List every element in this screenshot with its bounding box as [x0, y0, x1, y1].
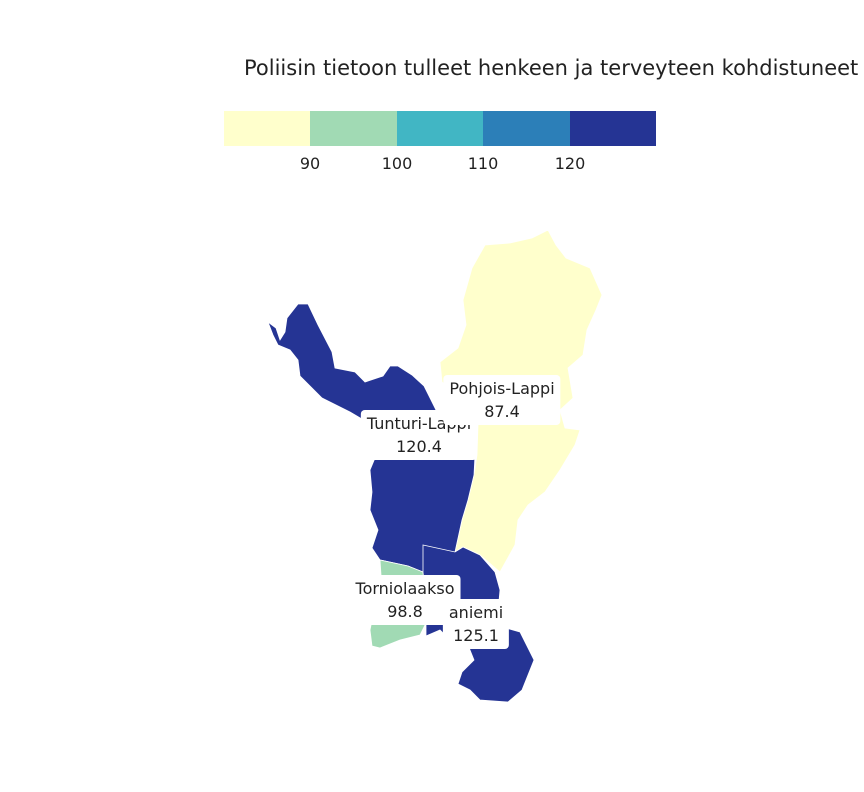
region-name: Torniolaakso [355, 579, 455, 598]
region-name: aniemi [448, 603, 504, 622]
legend-tick: 90 [299, 154, 321, 173]
color-legend [224, 111, 657, 146]
label-aniemi: aniemi 125.1 [442, 599, 510, 649]
region-value: 125.1 [453, 626, 499, 645]
legend-swatch-4 [483, 111, 570, 146]
label-pohjois-lappi: Pohjois-Lappi 87.4 [443, 375, 561, 425]
region-value: 98.8 [387, 602, 423, 621]
legend-tick: 110 [467, 154, 499, 173]
label-torniolaakso: Torniolaakso 98.8 [349, 575, 461, 625]
legend-swatch-2 [310, 111, 397, 146]
legend-swatch-3 [396, 111, 484, 146]
region-name: Pohjois-Lappi [449, 379, 555, 398]
legend-swatch-1 [224, 111, 311, 146]
legend-swatch-5 [569, 111, 657, 146]
legend-tick: 100 [381, 154, 413, 173]
region-value: 120.4 [396, 437, 442, 456]
map-title: Poliisin tietoon tulleet henkeen ja terv… [244, 56, 859, 80]
legend-ticks: 90 100 110 120 [224, 154, 656, 174]
region-value: 87.4 [484, 402, 520, 421]
legend-tick: 120 [554, 154, 586, 173]
